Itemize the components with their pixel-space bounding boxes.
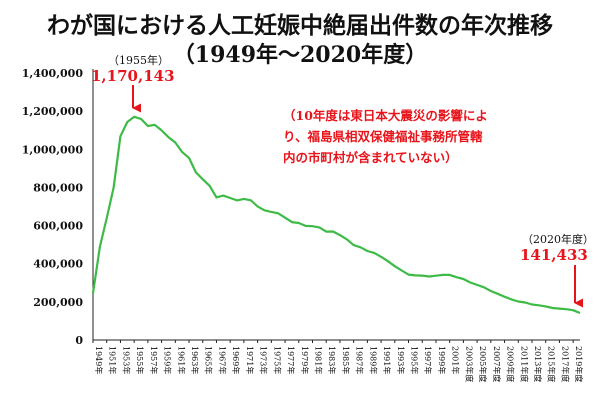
x-tick-label: 1983年	[327, 346, 337, 374]
x-tick-label: 2017年度	[560, 346, 570, 382]
chart-subtitle: （1949年～2020年度）	[172, 42, 428, 68]
y-tick-label: 200,000	[33, 296, 83, 309]
x-tick-label: 1953年	[121, 346, 131, 374]
x-tick-label: 1965年	[204, 346, 214, 374]
x-tick-label: 1949年	[94, 346, 104, 374]
x-tick-label: 1961年	[176, 346, 186, 374]
note-line-3: 内の市町村が含まれていない）	[283, 150, 458, 165]
note-line-1: （10年度は東日本大震災の影響によ	[283, 108, 488, 123]
y-tick-label: 1,400,000	[22, 67, 84, 80]
chart-title: わが国における人工妊娠中絶届出件数の年次推移	[47, 12, 553, 39]
x-tick-label: 2005年度	[478, 346, 488, 382]
x-tick-label: 2015年度	[547, 346, 557, 382]
x-tick-label: 1979年	[300, 346, 310, 374]
x-tick-label: 1967年	[217, 346, 227, 374]
y-tick-label: 1,200,000	[22, 105, 84, 118]
latest-year-label: （2020年度）	[522, 232, 594, 246]
x-tick-label: 1993年	[396, 346, 406, 374]
latest-value-label: 141,433	[520, 246, 588, 264]
note-line-2: り、福島県相双保健福祉事務所管轄	[283, 129, 483, 144]
x-tick-label: 1987年	[355, 346, 365, 374]
x-tick-label: 1995年	[410, 346, 420, 374]
x-tick-label: 2007年度	[492, 346, 502, 382]
x-axis-ticks: 1949年 1951年 1953年 1955年 1957年 1959年 1961年 1963年…	[92, 340, 584, 382]
x-tick-label: 1971年	[245, 346, 255, 374]
y-tick-label: 800,000	[33, 181, 83, 194]
x-tick-label: 1959年	[163, 346, 173, 374]
x-tick-label: 1963年	[190, 346, 200, 374]
x-tick-label: 2013年度	[533, 346, 543, 382]
x-tick-label: 2001年	[451, 346, 461, 374]
y-axis-ticks: 0 200,000 400,000 600,000 800,000 1,000,000 1,…	[22, 67, 84, 347]
peak-value-label: 1,170,143	[91, 67, 175, 85]
x-tick-label: 2003年度	[464, 346, 474, 382]
x-tick-label: 1973年	[259, 346, 269, 374]
x-tick-label: 1955年	[135, 346, 145, 374]
y-tick-label: 600,000	[33, 220, 83, 233]
x-tick-label: 1969年	[231, 346, 241, 374]
x-tick-label: 1985年	[341, 346, 351, 374]
x-tick-label: 2011年度	[519, 346, 529, 382]
y-tick-label: 0	[75, 334, 83, 347]
x-tick-label: 1997年	[423, 346, 433, 374]
peak-year-label: （1955年）	[108, 53, 169, 67]
x-tick-label: 1981年	[313, 346, 323, 374]
x-tick-label: 2009年度	[506, 346, 516, 382]
x-tick-label: 1977年	[286, 346, 296, 374]
x-tick-label: 1991年	[382, 346, 392, 374]
chart-axes	[92, 69, 580, 341]
x-tick-label: 2019年度	[574, 346, 584, 382]
x-tick-label: 1975年	[272, 346, 282, 374]
x-tick-label: 1989年	[368, 346, 378, 374]
y-tick-label: 400,000	[33, 258, 83, 271]
series-line	[91, 115, 581, 315]
y-tick-label: 1,000,000	[22, 143, 84, 156]
x-tick-label: 1999年	[437, 346, 447, 374]
x-tick-label: 1951年	[108, 346, 118, 374]
x-tick-label: 1957年	[149, 346, 159, 374]
